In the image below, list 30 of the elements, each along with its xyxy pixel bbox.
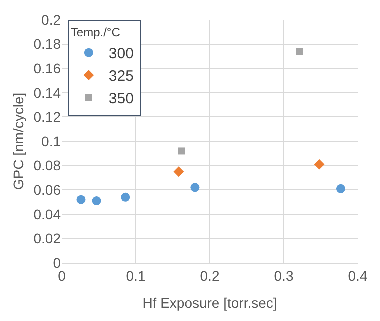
y-tick-label: 0.16 [34,60,62,76]
y-tick-label: 0.04 [34,206,62,222]
legend-label: 350 [108,90,134,108]
y-tick-label: 0.1 [42,133,62,150]
point [296,48,304,56]
y-tick-label: 0.06 [34,182,62,198]
y-tick-label: 0.18 [34,36,62,52]
y-axis-title: GPC [nm/cycle] [10,92,26,190]
point [174,166,184,178]
x-axis-title: Hf Exposure [torr.sec] [142,295,278,312]
x-tick-label: 0.4 [348,268,368,284]
y-tick-label: 0.14 [34,84,62,101]
legend-label: 325 [108,68,134,86]
point [314,159,325,170]
point [121,192,130,202]
x-tick-label: 0.3 [274,268,294,284]
y-tick-label: 0.2 [42,12,62,28]
y-tick-label: 0 [53,254,62,271]
point [336,184,346,194]
point [92,196,102,206]
y-tick-label: 0.12 [34,109,62,126]
legend-label: 300 [108,46,134,63]
x-tick-label: 0.2 [200,268,220,284]
y-tick-label: 0.02 [34,230,62,247]
point [76,195,86,204]
x-tick-label: 0.1 [126,268,146,284]
point [190,183,200,192]
point [178,148,186,155]
y-tick-label: 0.08 [34,158,62,174]
legend-title: Temp./°C [70,26,121,40]
